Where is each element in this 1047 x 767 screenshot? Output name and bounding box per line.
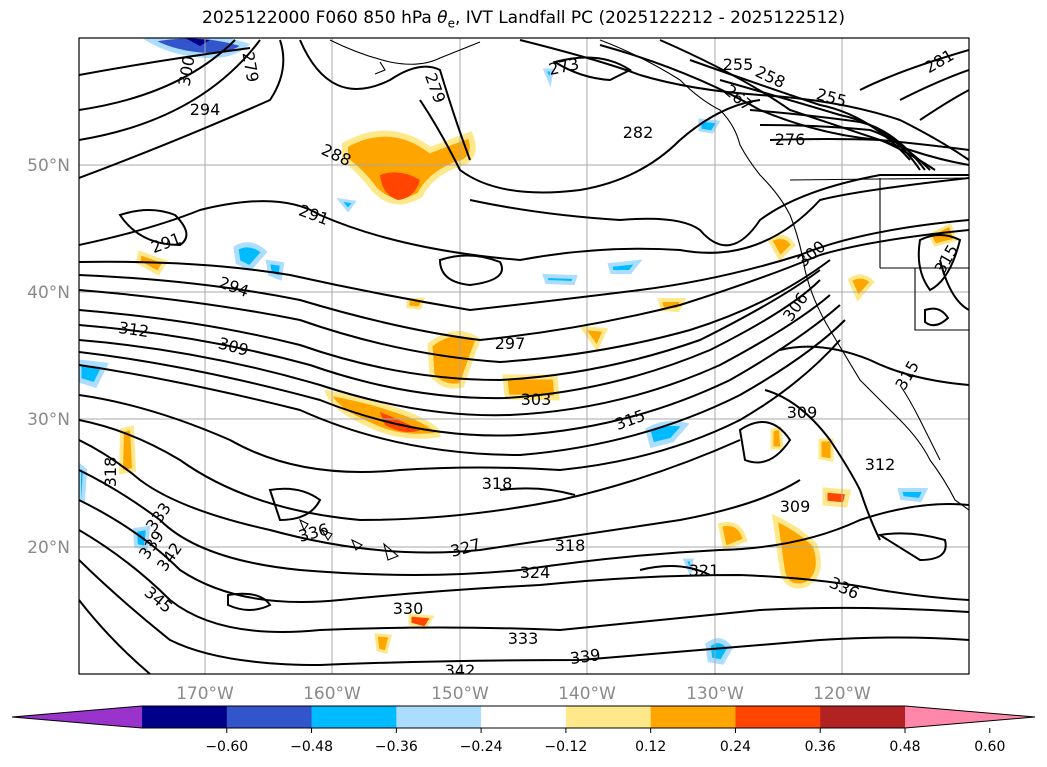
- contour-label: 303: [521, 390, 552, 409]
- lon-tick-120w: 120°W: [813, 684, 871, 704]
- contour-label: 294: [190, 100, 221, 119]
- colorbar-tick-label: −0.24: [460, 739, 503, 755]
- contour-label: 312: [865, 455, 896, 474]
- map-background: [79, 38, 969, 674]
- colorbar-segment: [226, 706, 313, 728]
- contour-label: 330: [393, 599, 424, 618]
- colorbar-tick-label: −0.36: [375, 739, 418, 755]
- colorbar-tick-label: 0.24: [720, 739, 751, 755]
- colorbar-tick-label: 0.12: [635, 739, 666, 755]
- contour-label: 333: [508, 629, 539, 648]
- colorbar-tick-label: −0.60: [205, 739, 248, 755]
- coastlines: [298, 39, 969, 561]
- colorbar-segment: [650, 706, 736, 728]
- colorbar-segment: [396, 706, 482, 728]
- colorbar-tick-label: 0.48: [889, 739, 920, 755]
- lon-tick-170w: 170°W: [176, 684, 234, 704]
- colorbar-segment: [142, 706, 228, 728]
- lon-tick-160w: 160°W: [303, 684, 361, 704]
- colorbar-tick-label: 0.36: [805, 739, 836, 755]
- figure-title: 2025122000 F060 850 hPa θe, IVT Landfall…: [202, 8, 845, 31]
- contour-label: 309: [787, 403, 818, 422]
- contour-label: 339: [569, 645, 602, 668]
- colorbar-outline: [11, 705, 1036, 729]
- contour-label: 324: [520, 563, 551, 582]
- contour-label: 255: [723, 55, 754, 74]
- contour-label: 318: [555, 536, 586, 555]
- contour-label: 312: [117, 318, 150, 341]
- colorbar-tick-label: −0.48: [290, 739, 333, 755]
- colorbar-segment: [820, 706, 906, 728]
- lon-tick-140w: 140°W: [558, 684, 616, 704]
- contour-label: 297: [495, 334, 526, 353]
- contour-label: 318: [482, 474, 513, 493]
- lat-tick-labels: 50°N 40°N 30°N 20°N: [27, 156, 70, 558]
- colorbar-tick-label: −0.12: [544, 739, 587, 755]
- lon-tick-130w: 130°W: [686, 684, 744, 704]
- colorbar-ticks: −0.60 −0.48 −0.36 −0.24 −0.12 0.12 0.24 0.36 0.4…: [205, 728, 1005, 755]
- theta-e-contours: [79, 39, 969, 674]
- lat-tick-30n: 30°N: [27, 410, 70, 430]
- lat-tick-20n: 20°N: [27, 538, 70, 558]
- colorbar-segment: [311, 706, 397, 728]
- lon-tick-labels: 170°W 160°W 150°W 140°W 130°W 120°W: [176, 684, 871, 704]
- contour-label: 309: [780, 497, 811, 516]
- colorbar-segment: [481, 706, 567, 728]
- colorbar-segment: [735, 706, 821, 728]
- colorbar-extend-low: [12, 706, 142, 728]
- contour-label: 318: [101, 457, 120, 488]
- contour-label: 321: [689, 561, 720, 580]
- colorbar: −0.60 −0.48 −0.36 −0.24 −0.12 0.12 0.24 0.36 0.4…: [11, 705, 1036, 755]
- colorbar-segments: [11, 705, 1036, 729]
- contour-label: 282: [623, 123, 654, 142]
- colorbar-extend-high: [905, 706, 1035, 728]
- colorbar-tick-label: 0.60: [974, 739, 1005, 755]
- lat-tick-50n: 50°N: [27, 156, 70, 176]
- contour-label: 276: [775, 130, 806, 149]
- lon-tick-150w: 150°W: [431, 684, 489, 704]
- contour-label: 342: [445, 661, 476, 680]
- map-frame: [78, 37, 970, 675]
- colorbar-segment: [565, 706, 652, 728]
- lat-tick-40n: 40°N: [27, 283, 70, 303]
